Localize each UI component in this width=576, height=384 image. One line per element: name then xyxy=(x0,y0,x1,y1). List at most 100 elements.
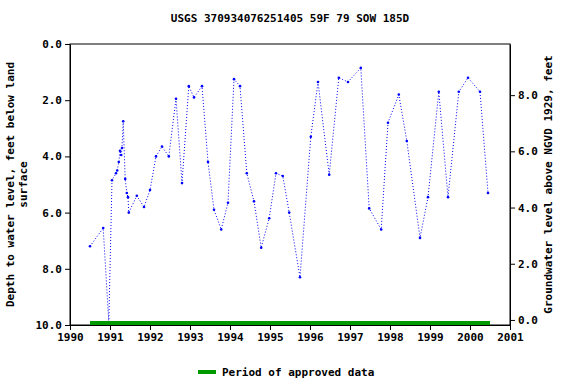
data-point xyxy=(317,81,320,84)
legend-label: Period of approved data xyxy=(222,366,374,379)
data-point xyxy=(260,246,263,249)
tick-mark xyxy=(65,100,70,101)
data-point xyxy=(136,194,139,197)
data-point xyxy=(299,276,302,279)
data-point xyxy=(227,201,230,204)
tick: 10.0 xyxy=(36,319,71,332)
tick: 1991 xyxy=(97,325,124,344)
data-point xyxy=(419,237,422,240)
tick-label: 1996 xyxy=(297,331,324,344)
data-point xyxy=(239,85,242,88)
tick-label: 1990 xyxy=(57,331,84,344)
tick: 2001 xyxy=(497,325,524,344)
data-point xyxy=(328,173,331,176)
tick-label: 2001 xyxy=(497,331,524,344)
data-point xyxy=(310,135,313,138)
tick-label: 1991 xyxy=(97,331,124,344)
tick-label: 2.0 xyxy=(42,94,62,107)
tick-label: 1992 xyxy=(137,331,164,344)
data-point xyxy=(233,78,236,81)
tick-mark xyxy=(510,95,515,96)
tick-mark xyxy=(390,325,391,330)
data-point xyxy=(116,169,119,172)
data-point xyxy=(121,147,124,150)
data-point xyxy=(398,93,401,96)
tick-mark xyxy=(510,264,515,265)
data-point xyxy=(124,178,127,181)
data-point xyxy=(220,228,223,231)
data-point xyxy=(268,217,271,220)
tick-label: 2000 xyxy=(457,331,484,344)
tick-label: 2.0 xyxy=(518,258,538,271)
tick-label: 1993 xyxy=(177,331,204,344)
data-point xyxy=(213,208,216,211)
data-point xyxy=(126,192,129,195)
tick-mark xyxy=(510,320,515,321)
tick-label: 1999 xyxy=(417,331,444,344)
tick-mark xyxy=(350,325,351,330)
data-point xyxy=(368,207,371,210)
data-point xyxy=(181,182,184,185)
tick-label: 4.0 xyxy=(42,150,62,163)
tick-label: 1997 xyxy=(337,331,364,344)
tick: 1993 xyxy=(177,325,204,344)
data-point xyxy=(149,189,152,192)
tick-label: 10.0 xyxy=(36,319,63,332)
tick-mark xyxy=(310,325,311,330)
data-point xyxy=(246,172,249,175)
series-line xyxy=(90,68,488,322)
tick-label: 8.0 xyxy=(518,89,538,102)
data-point xyxy=(487,192,490,195)
axis-line xyxy=(510,45,511,326)
axis-line xyxy=(70,45,71,326)
tick-mark xyxy=(430,325,431,330)
data-point xyxy=(122,120,125,123)
y-axis-title-line: surface xyxy=(17,161,30,208)
tick-label: 6.0 xyxy=(518,145,538,158)
data-point xyxy=(458,90,461,93)
tick-mark xyxy=(510,151,515,152)
data-point xyxy=(406,140,409,143)
data-point xyxy=(188,85,191,88)
y2-axis-title: Groundwater level above NGVD 1929, feet xyxy=(542,55,555,313)
tick: 4.0 xyxy=(510,202,538,215)
tick-mark xyxy=(150,325,151,330)
tick-label: 6.0 xyxy=(42,207,62,220)
tick-mark xyxy=(110,325,111,330)
approved-period-bar xyxy=(90,321,490,325)
tick: 8.0 xyxy=(510,89,538,102)
data-point xyxy=(127,196,130,199)
tick: 1996 xyxy=(297,325,324,344)
data-point xyxy=(193,96,196,99)
data-point xyxy=(438,90,441,93)
tick-mark xyxy=(70,325,71,330)
x-axis: 1990199119921993199419951996199719981999… xyxy=(57,325,524,344)
tick-label: 1998 xyxy=(377,331,404,344)
tick-label: 1994 xyxy=(217,331,244,344)
data-point xyxy=(427,196,430,199)
tick-label: 0.0 xyxy=(518,314,538,327)
data-point xyxy=(207,161,210,164)
tick-mark xyxy=(65,213,70,214)
tick-label: 8.0 xyxy=(42,263,62,276)
tick-mark xyxy=(65,44,70,45)
tick-mark xyxy=(190,325,191,330)
tick-mark xyxy=(230,325,231,330)
tick: 1992 xyxy=(137,325,164,344)
data-point xyxy=(111,179,114,182)
tick: 2000 xyxy=(457,325,484,344)
tick-label: 4.0 xyxy=(518,202,538,215)
data-point xyxy=(161,145,164,148)
tick: 2.0 xyxy=(510,258,538,271)
tick: 2.0 xyxy=(42,94,70,107)
data-point xyxy=(155,155,158,158)
tick-mark xyxy=(65,269,70,270)
tick: 1994 xyxy=(217,325,244,344)
tick: 8.0 xyxy=(42,263,70,276)
data-point xyxy=(347,81,350,84)
tick-mark xyxy=(65,325,70,326)
data-point xyxy=(120,154,123,157)
plot-frame xyxy=(70,44,510,325)
data-point xyxy=(143,206,146,209)
legend-swatch xyxy=(198,370,216,374)
